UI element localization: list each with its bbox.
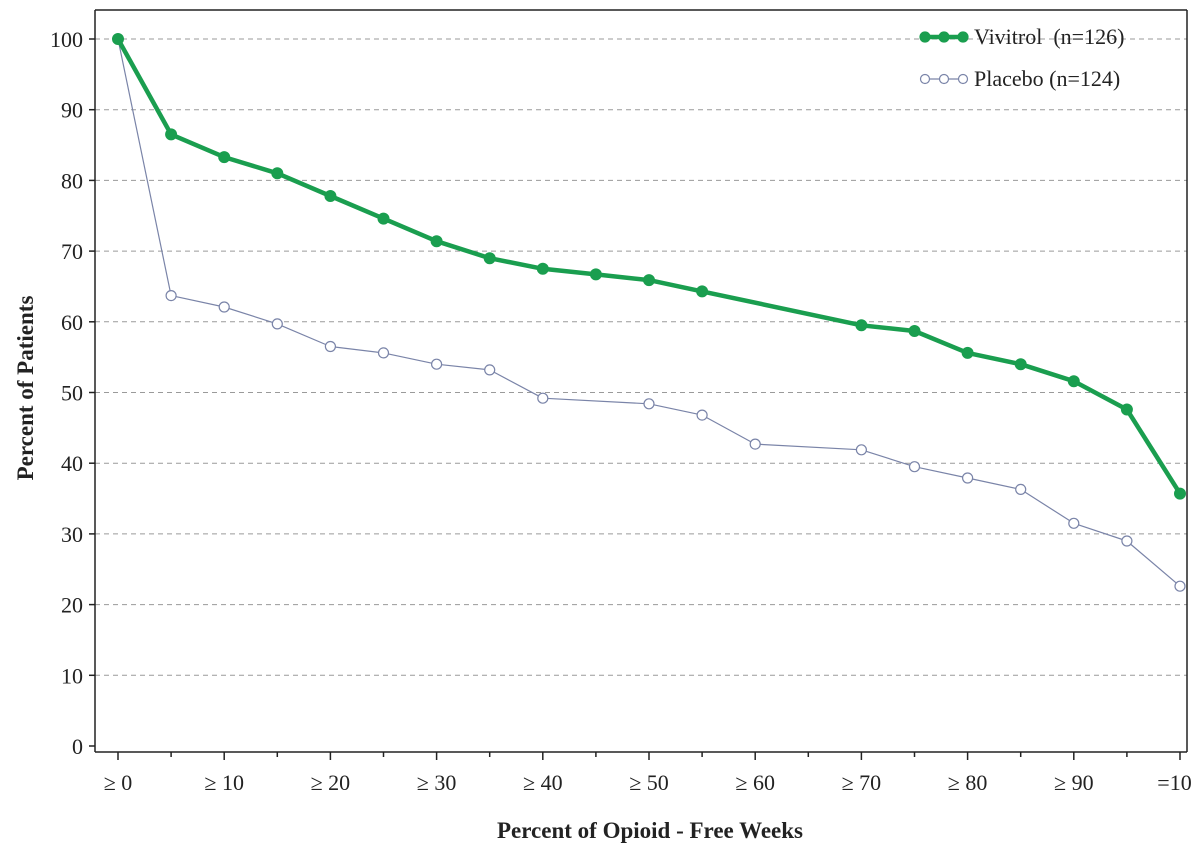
data-point-vivitrol-95 <box>1120 403 1133 416</box>
legend-marker-placebo-2 <box>957 73 969 85</box>
data-point-vivitrol-0 <box>112 33 124 45</box>
series-line-placebo <box>117 38 1181 587</box>
legend-label-placebo: Placebo (n=124) <box>974 66 1120 91</box>
series-line-vivitrol <box>116 37 1182 495</box>
y-tick-label: 30 <box>61 522 83 547</box>
legend-marker-vivitrol-0 <box>919 31 931 43</box>
data-point-placebo-75 <box>908 461 921 473</box>
data-point-placebo-60 <box>749 438 761 450</box>
axes <box>89 9 1188 760</box>
data-point-vivitrol-15 <box>271 167 284 180</box>
y-tick-label: 70 <box>61 239 83 264</box>
data-point-vivitrol-85 <box>1014 358 1027 371</box>
data-point-placebo-15 <box>271 318 283 330</box>
y-tick-label: 40 <box>61 451 83 476</box>
data-point-placebo-80 <box>961 472 974 484</box>
data-point-placebo-5 <box>165 290 177 302</box>
legend-marker-vivitrol-1 <box>938 31 950 43</box>
data-point-placebo-35 <box>484 364 496 376</box>
data-point-vivitrol-35 <box>483 252 496 265</box>
y-tick-label: 90 <box>61 98 83 123</box>
data-point-vivitrol-70 <box>855 319 868 332</box>
y-tick-label: 20 <box>61 593 83 618</box>
y-tick-label: 50 <box>61 381 83 406</box>
data-point-placebo-10 <box>218 301 230 313</box>
legend-marker-placebo-0 <box>919 73 931 85</box>
data-point-vivitrol-80 <box>961 346 974 359</box>
data-point-vivitrol-50 <box>643 274 655 287</box>
y-tick-label: 60 <box>61 310 83 335</box>
x-tick-label: ≥ 10 <box>204 770 244 795</box>
data-point-placebo-40 <box>537 392 549 404</box>
data-point-placebo-85 <box>1015 483 1027 495</box>
data-point-vivitrol-30 <box>430 235 443 248</box>
data-point-placebo-90 <box>1068 517 1080 529</box>
x-tick-label: ≥ 50 <box>629 770 669 795</box>
tick-labels: 0 10 20 30 40 50 60 70 80 90 100 ≥ 0 ≥ 10 ≥ 20 ≥ 30 ≥ 4… <box>50 27 1191 795</box>
y-tick-label: 10 <box>61 663 83 688</box>
data-point-vivitrol-20 <box>324 190 337 202</box>
data-point-placebo-50 <box>643 398 655 410</box>
data-point-vivitrol-5 <box>165 128 178 141</box>
legend-marker-placebo-1 <box>938 73 950 85</box>
data-point-placebo-70 <box>855 444 868 456</box>
data-point-vivitrol-45 <box>589 268 602 281</box>
data-point-vivitrol-75 <box>908 325 921 337</box>
y-axis-title: Percent of Patients <box>13 296 38 481</box>
x-tick-label: =100 <box>1157 770 1191 795</box>
y-tick-label: 80 <box>61 168 83 193</box>
x-tick-label: ≥ 30 <box>417 770 457 795</box>
data-point-placebo-95 <box>1121 535 1133 547</box>
data-point-placebo-20 <box>324 340 336 353</box>
data-point-vivitrol-40 <box>536 262 549 275</box>
data-point-vivitrol-90 <box>1067 375 1080 388</box>
y-tick-label: 100 <box>50 27 83 52</box>
data-point-placebo-30 <box>431 358 443 370</box>
data-point-vivitrol-100 <box>1174 487 1186 500</box>
legend-label-vivitrol: Vivitrol (n=126) <box>974 24 1124 49</box>
data-point-placebo-100 <box>1174 580 1186 592</box>
x-tick-label: ≥ 40 <box>523 770 563 795</box>
x-tick-label: ≥ 90 <box>1054 770 1094 795</box>
grid <box>95 38 1187 676</box>
x-tick-label: ≥ 80 <box>948 770 988 795</box>
data-point-vivitrol-55 <box>696 285 709 298</box>
data-point-placebo-55 <box>696 409 708 421</box>
legend-marker-vivitrol-2 <box>957 31 969 43</box>
x-tick-label: ≥ 70 <box>842 770 882 795</box>
data-point-vivitrol-10 <box>218 151 231 164</box>
legend: Vivitrol (n=126) Placebo (n=124) <box>919 24 1124 91</box>
data-point-vivitrol-25 <box>377 212 390 225</box>
x-tick-label: ≥ 60 <box>735 770 775 795</box>
x-tick-label: ≥ 20 <box>311 770 351 795</box>
y-tick-label: 0 <box>72 734 83 759</box>
x-tick-label: ≥ 0 <box>104 770 133 795</box>
series <box>112 33 1186 592</box>
x-axis-title: Percent of Opioid - Free Weeks <box>497 818 803 843</box>
data-point-placebo-25 <box>377 347 390 359</box>
